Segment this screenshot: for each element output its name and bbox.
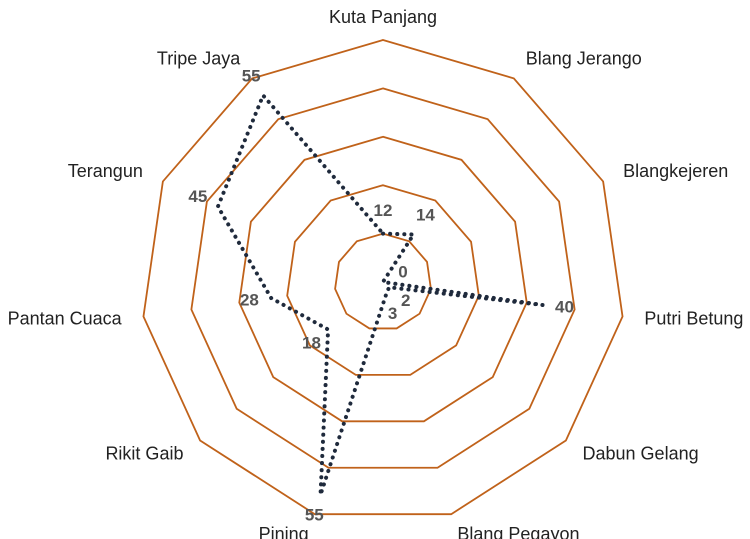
category-label: Pining — [259, 524, 309, 539]
value-label: 3 — [388, 304, 397, 323]
category-label: Kuta Panjang — [329, 7, 437, 27]
grid-ring — [286, 184, 480, 376]
category-label: Rikit Gaib — [105, 444, 183, 464]
category-label: Dabun Gelang — [583, 444, 699, 464]
category-label: Terangun — [68, 161, 143, 181]
data-line — [215, 91, 543, 496]
value-label: 40 — [555, 298, 574, 317]
value-label: 55 — [242, 66, 261, 85]
grid-ring — [334, 232, 432, 330]
value-label: 45 — [188, 187, 207, 206]
category-label: Blangkejeren — [623, 161, 728, 181]
category-label: Blang Pegayon — [457, 524, 579, 539]
value-label: 14 — [416, 205, 435, 224]
grid-ring — [142, 39, 624, 516]
value-label: 55 — [305, 505, 324, 524]
value-label: 12 — [374, 201, 393, 220]
value-label: 18 — [302, 333, 321, 352]
value-label: 28 — [240, 291, 259, 310]
category-label: Pantan Cuaca — [8, 308, 123, 328]
category-label: Tripe Jaya — [157, 49, 241, 69]
value-label: 2 — [401, 291, 410, 310]
category-label: Blang Jerango — [526, 49, 642, 69]
value-label: 0 — [398, 262, 407, 281]
grid-ring — [190, 87, 576, 469]
category-label: Putri Betung — [644, 308, 743, 328]
grid-ring — [238, 135, 528, 423]
